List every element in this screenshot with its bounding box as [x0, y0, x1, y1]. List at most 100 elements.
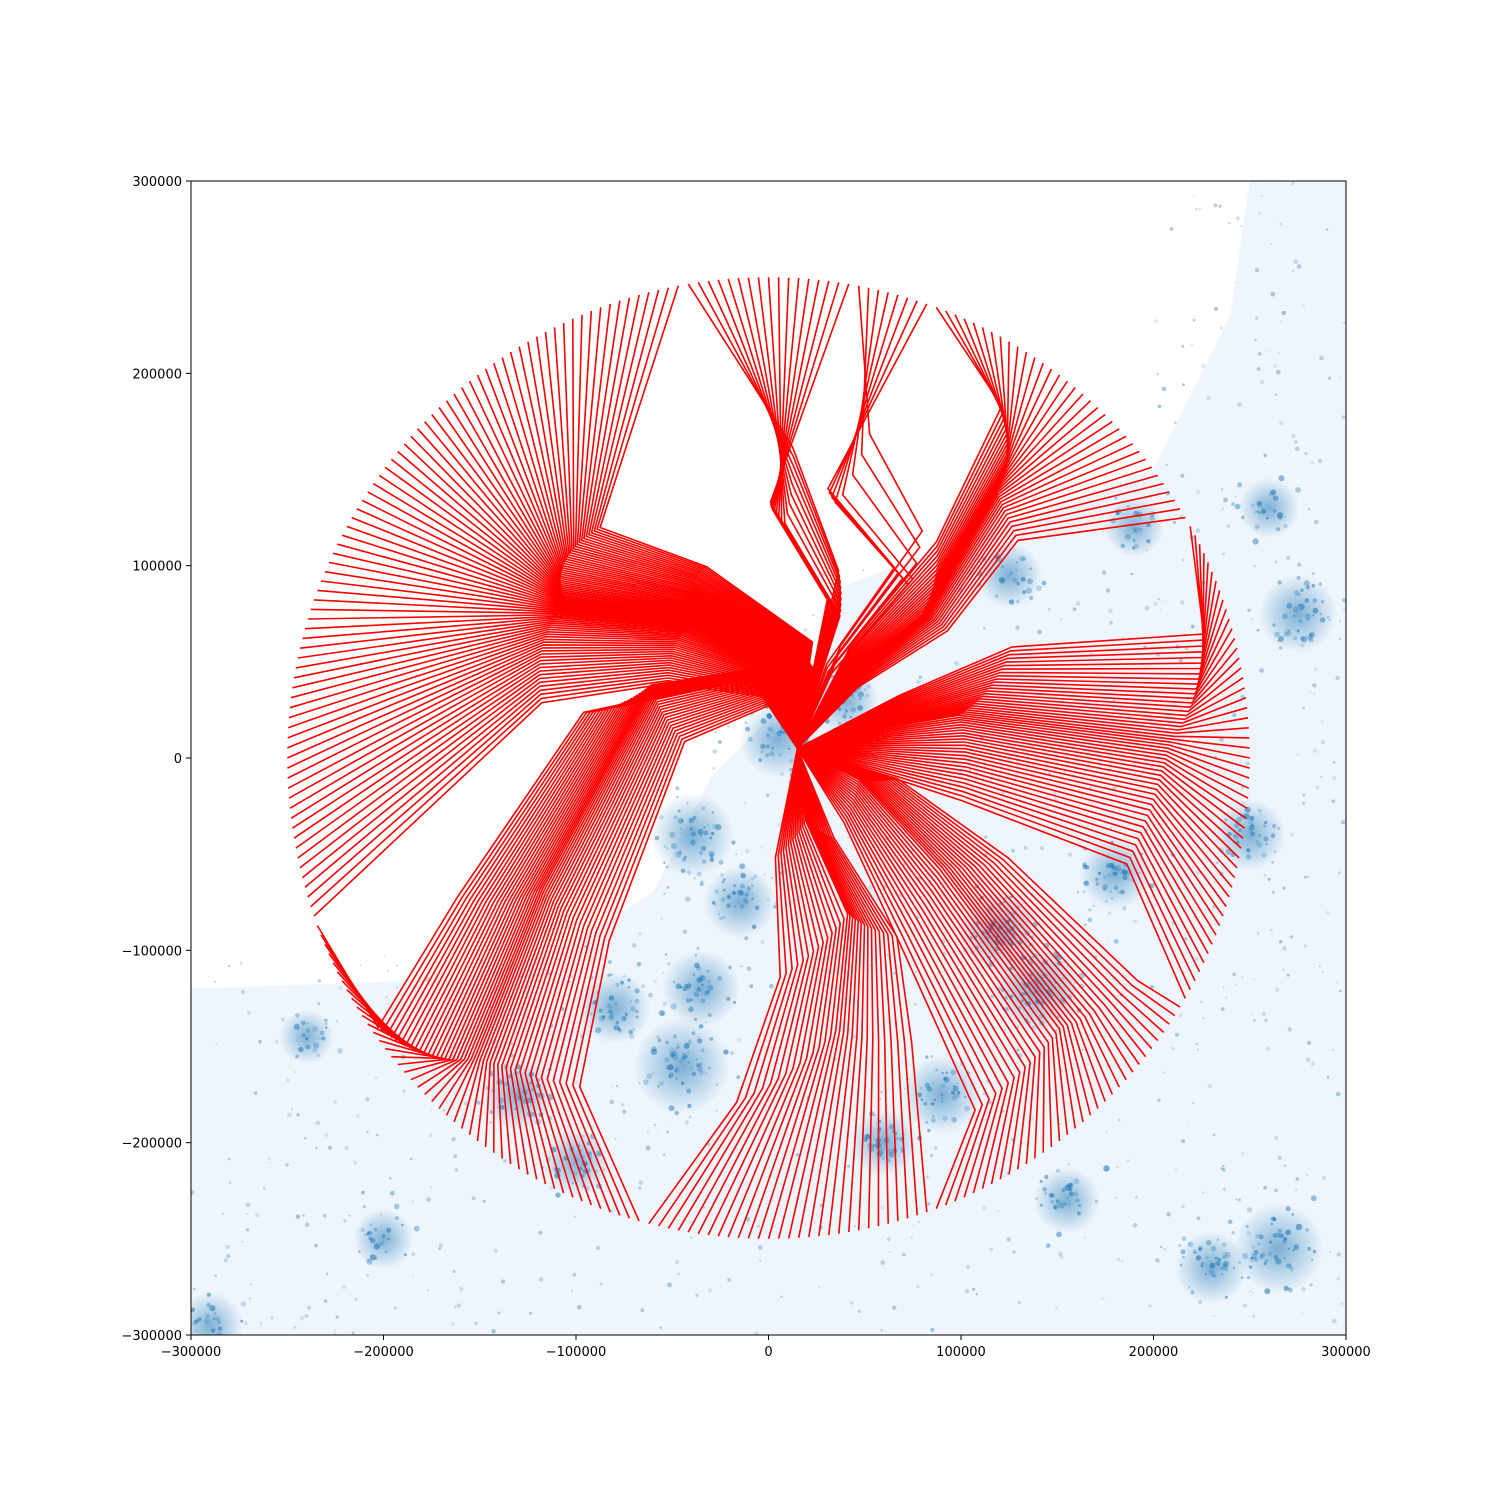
density-point: [1307, 875, 1310, 878]
density-point: [1289, 1265, 1294, 1270]
density-point: [703, 830, 709, 836]
density-point: [1102, 884, 1108, 890]
density-point: [777, 823, 782, 827]
density-point: [1282, 613, 1288, 620]
density-point: [1265, 1046, 1271, 1052]
density-point: [1073, 1178, 1080, 1185]
density-point: [979, 1085, 982, 1088]
density-point: [1295, 1188, 1298, 1191]
density-point: [1113, 939, 1119, 944]
flow-line: [717, 748, 820, 1237]
density-point: [1069, 943, 1072, 946]
x-tick-label: 300000: [1321, 1345, 1371, 1360]
density-point: [1235, 1198, 1237, 1201]
density-point: [1336, 1252, 1342, 1257]
density-point: [1009, 895, 1013, 899]
density-point: [758, 758, 763, 762]
density-point: [1253, 564, 1257, 568]
density-point: [1312, 748, 1318, 753]
density-point: [645, 1145, 651, 1151]
density-point: [1232, 1266, 1236, 1270]
density-point: [1180, 1249, 1186, 1255]
density-point: [385, 1250, 388, 1253]
density-point: [1295, 487, 1301, 493]
density-point: [688, 1115, 692, 1119]
density-point: [1103, 1165, 1110, 1172]
density-point: [865, 1134, 871, 1140]
density-point: [1290, 181, 1295, 186]
density-point: [366, 1259, 373, 1265]
flow-line: [797, 721, 1250, 789]
density-point: [1272, 364, 1277, 368]
density-point: [794, 1015, 797, 1019]
density-point: [656, 1130, 659, 1132]
density-point: [956, 1082, 959, 1085]
density-point: [601, 1015, 606, 1019]
density-point: [751, 884, 754, 887]
density-point: [608, 995, 615, 1001]
density-point: [997, 1210, 999, 1213]
density-point: [1182, 1255, 1185, 1259]
flow-line: [796, 747, 1015, 1185]
density-point: [733, 891, 737, 895]
density-point: [703, 990, 709, 996]
density-point: [177, 1321, 180, 1324]
density-point: [537, 1055, 540, 1057]
density-point: [1224, 1295, 1228, 1299]
flow-line: [796, 748, 854, 1238]
density-point: [1222, 986, 1225, 989]
density-point: [845, 709, 848, 713]
density-point: [688, 1220, 692, 1224]
density-point: [1310, 460, 1315, 465]
density-point: [191, 1190, 195, 1195]
density-point: [1235, 281, 1238, 284]
density-point: [1037, 629, 1042, 635]
density-point: [1088, 908, 1092, 912]
flow-line: [797, 553, 1205, 750]
density-point: [641, 984, 646, 989]
density-point: [1160, 1245, 1163, 1249]
flow-line: [797, 729, 1247, 819]
density-point: [1218, 204, 1222, 208]
density-point: [1222, 1255, 1226, 1260]
density-point: [603, 1168, 606, 1171]
density-point: [653, 1124, 656, 1126]
density-point: [1144, 605, 1150, 611]
density-point: [285, 1163, 289, 1167]
density-point: [1256, 525, 1259, 529]
density-point: [1016, 599, 1020, 604]
density-point: [1021, 992, 1025, 996]
density-point: [837, 707, 842, 711]
density-point: [1053, 1206, 1057, 1209]
density-point: [1154, 319, 1158, 324]
density-point: [298, 1046, 304, 1053]
density-point: [693, 876, 696, 880]
density-point: [844, 711, 848, 714]
y-tick-label: 200000: [132, 367, 182, 382]
density-point: [245, 1228, 250, 1232]
density-point: [686, 1088, 692, 1094]
density-point: [782, 731, 785, 734]
flow-line: [796, 747, 1010, 1189]
density-point: [718, 913, 720, 916]
density-point: [697, 1038, 703, 1044]
density-point: [751, 897, 754, 900]
density-point: [1283, 1257, 1286, 1260]
density-point: [942, 1115, 948, 1122]
density-point: [646, 1073, 653, 1080]
flow-line: [796, 491, 1170, 749]
density-point: [395, 1216, 399, 1220]
density-point: [684, 856, 687, 859]
density-point: [696, 994, 699, 997]
density-point: [754, 1331, 759, 1335]
density-point: [344, 1146, 349, 1151]
density-point: [1264, 820, 1268, 825]
density-point: [719, 916, 723, 920]
density-point: [1251, 1013, 1254, 1016]
density-point: [1298, 603, 1301, 606]
density-point: [847, 836, 850, 839]
density-point: [438, 1243, 443, 1248]
city-cluster: [649, 792, 734, 877]
density-point: [305, 1044, 311, 1050]
density-point: [930, 1273, 933, 1276]
